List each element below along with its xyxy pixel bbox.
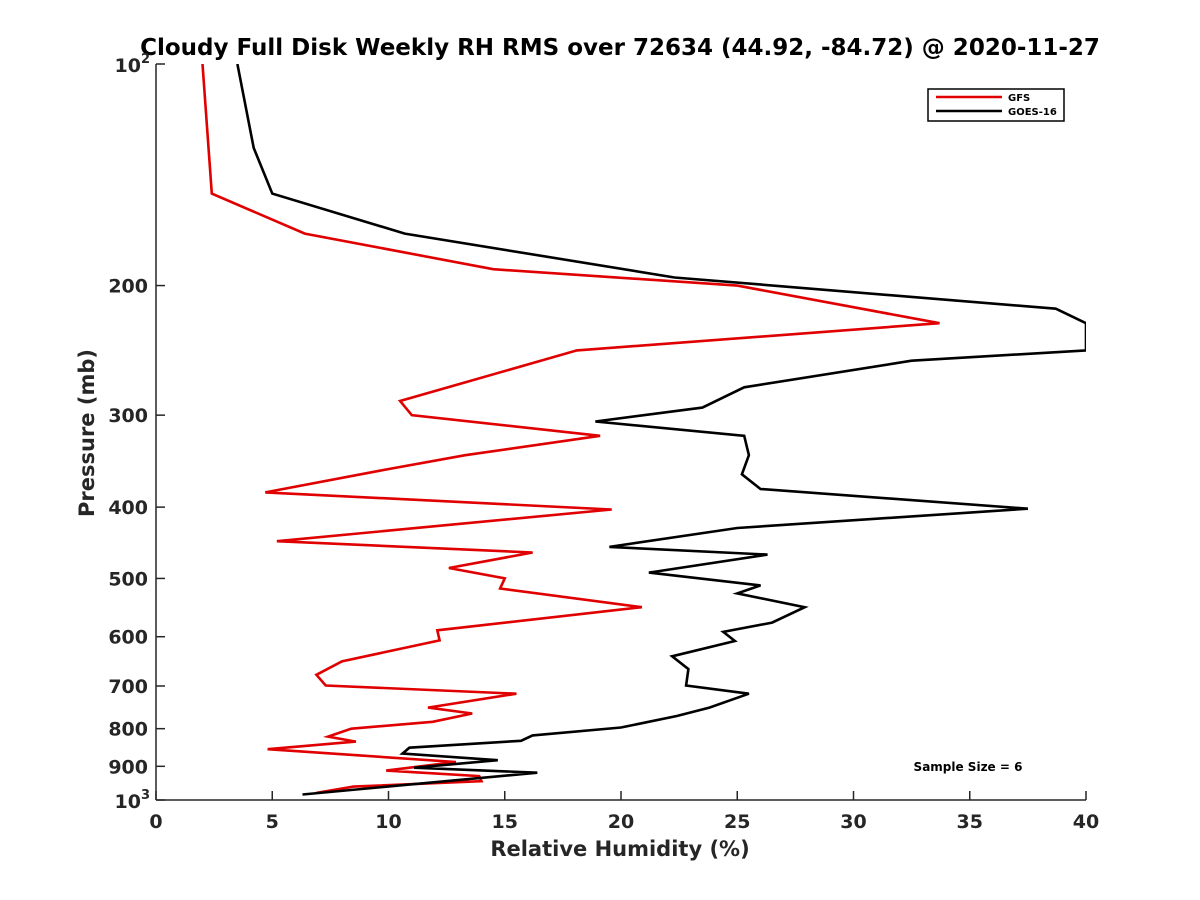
y-tick-label: 200 xyxy=(108,276,148,298)
x-tick-label: 40 xyxy=(1073,811,1099,833)
y-tick-label: 700 xyxy=(108,676,148,698)
y-tick-label: 400 xyxy=(108,497,148,519)
y-axis-label: Pressure (mb) xyxy=(75,349,99,517)
x-tick-label: 0 xyxy=(149,811,162,833)
x-axis-label: Relative Humidity (%) xyxy=(490,837,749,861)
series-line-goes-16 xyxy=(236,64,1086,796)
x-tick-label: 35 xyxy=(957,811,983,833)
y-axis-ticks: 200 300 400 500 600 700 800 900 102 103 xyxy=(108,52,165,813)
plot-area xyxy=(155,64,1086,801)
x-tick-label: 25 xyxy=(724,811,750,833)
series-line-gfs xyxy=(201,64,940,795)
legend-box xyxy=(927,88,1065,122)
y-tick-label: 600 xyxy=(108,627,148,649)
y-tick-label: 800 xyxy=(108,719,148,741)
x-tick-label: 5 xyxy=(266,811,279,833)
legend-label-goes-16: GOES-16 xyxy=(1008,107,1057,118)
y-decade-tick-label: 103 xyxy=(115,788,151,813)
y-tick-label: 300 xyxy=(108,405,148,427)
legend: GFS GOES-16 xyxy=(927,88,1065,122)
y-tick-label: 900 xyxy=(108,756,148,778)
legend-label-gfs: GFS xyxy=(1008,93,1030,104)
x-tick-label: 30 xyxy=(840,811,866,833)
sample-size-annotation: Sample Size = 6 xyxy=(914,760,1023,774)
y-tick-label: 500 xyxy=(108,568,148,590)
chart-title: Cloudy Full Disk Weekly RH RMS over 7263… xyxy=(140,35,1100,61)
x-tick-label: 20 xyxy=(608,811,634,833)
y-decade-tick-label: 102 xyxy=(115,52,151,77)
x-tick-label: 10 xyxy=(375,811,401,833)
x-tick-label: 15 xyxy=(492,811,518,833)
x-axis-ticks: 0 5 10 15 20 25 30 35 40 xyxy=(149,791,1099,833)
series-lines xyxy=(201,64,1086,796)
